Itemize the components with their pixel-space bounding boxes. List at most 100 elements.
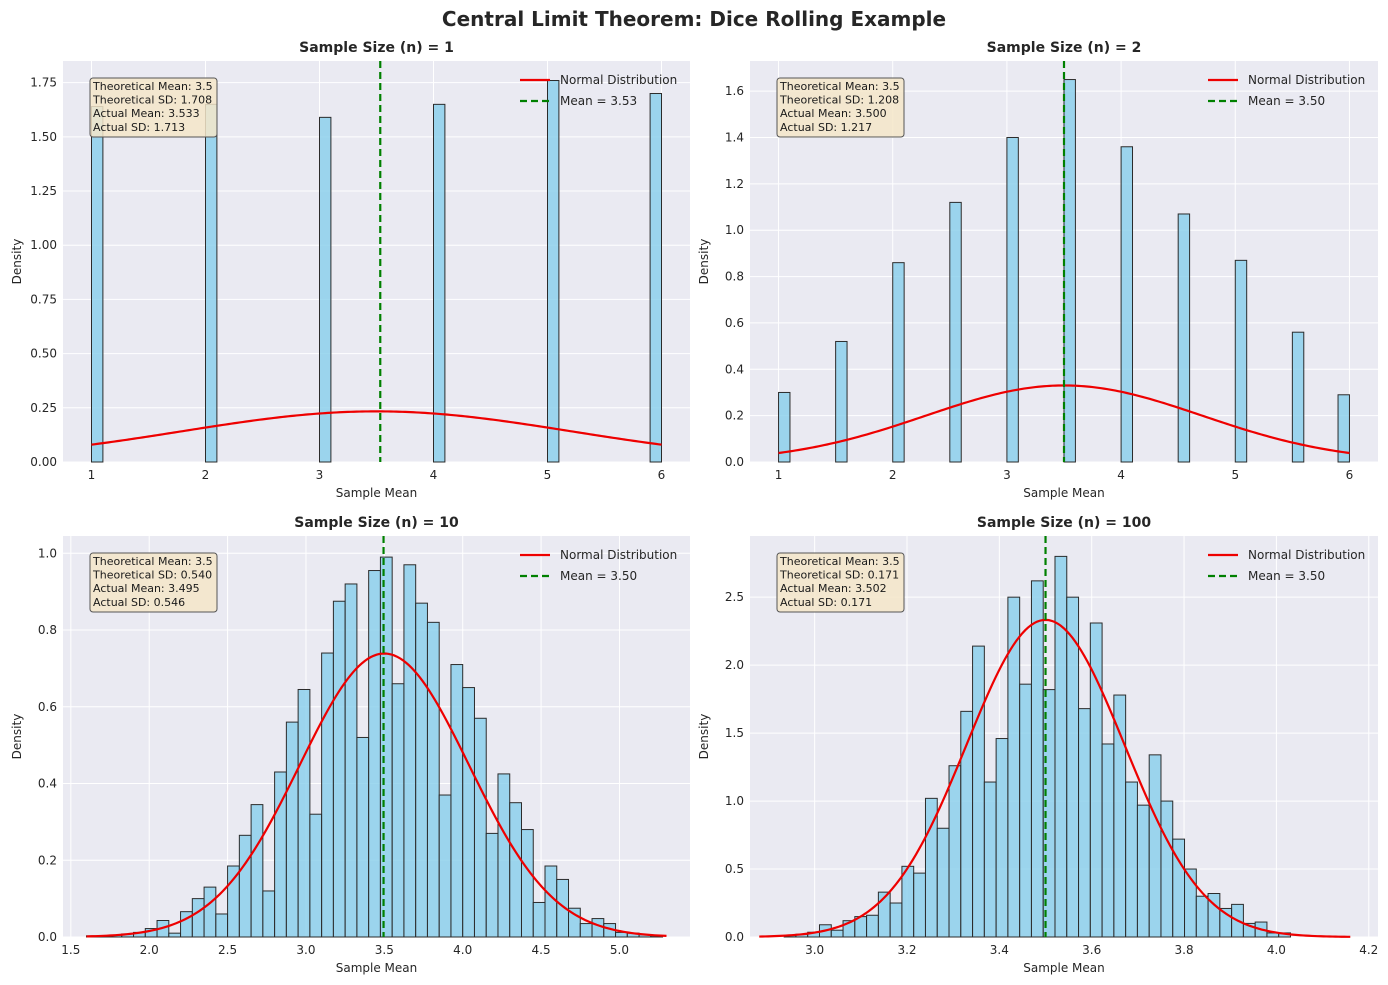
legend-normal-label: Normal Distribution	[1248, 548, 1365, 562]
y-tick-label: 1.50	[30, 130, 57, 144]
histogram-bar	[379, 556, 393, 938]
x-tick-label: 3.0	[296, 943, 315, 957]
y-tick-label: 1.0	[725, 223, 744, 237]
x-axis-label: Sample Mean	[336, 486, 418, 500]
y-tick-label: 1.2	[725, 177, 744, 191]
stats-line: Theoretical SD: 0.540	[92, 569, 212, 582]
x-tick-label: 4	[1117, 468, 1125, 482]
subplot-title: Sample Size (n) = 2	[987, 40, 1142, 56]
normal-curve	[86, 652, 667, 938]
y-tick-label: 1.0	[725, 794, 744, 808]
x-axis-label: Sample Mean	[336, 961, 418, 975]
histogram-bar	[889, 902, 903, 938]
histogram-bar	[778, 391, 791, 463]
stats-line: Theoretical Mean: 3.5	[779, 555, 900, 568]
y-tick-label: 1.6	[725, 84, 744, 98]
stats-line: Actual SD: 1.217	[780, 121, 872, 134]
histogram-bar	[250, 804, 264, 938]
histogram-bar	[1337, 394, 1350, 463]
histogram-bar	[168, 932, 182, 938]
x-axis-label: Sample Mean	[1023, 961, 1105, 975]
legend-normal-label: Normal Distribution	[560, 73, 677, 87]
histogram-bar	[433, 103, 446, 463]
x-tick-label: 3.8	[1175, 943, 1194, 957]
legend-mean-label: Mean = 3.53	[560, 94, 637, 108]
histogram-bar	[262, 890, 276, 938]
y-axis-label: Density	[10, 239, 24, 285]
histogram-bar	[1054, 555, 1068, 938]
stats-line: Actual SD: 0.546	[93, 596, 185, 609]
x-tick-label: 4	[430, 468, 438, 482]
y-tick-label: 1.5	[725, 726, 744, 740]
histogram-bar	[238, 834, 252, 938]
normal-curve	[759, 618, 1351, 938]
histogram-bar	[191, 898, 205, 938]
x-tick-label: 6	[1346, 468, 1354, 482]
histogram-bar	[497, 773, 511, 938]
y-tick-label: 1.75	[30, 76, 57, 90]
y-tick-label: 0.75	[30, 292, 57, 306]
histogram-bar	[285, 721, 299, 938]
histogram-bar	[426, 621, 440, 938]
stats-line: Actual Mean: 3.500	[780, 107, 887, 120]
subplot-title: Sample Size (n) = 10	[294, 515, 459, 531]
y-tick-label: 1.0	[38, 546, 57, 560]
histogram-bar	[835, 340, 848, 463]
y-tick-label: 0.2	[725, 409, 744, 423]
histogram-bar	[1078, 708, 1091, 938]
histogram-bar	[520, 829, 534, 938]
x-tick-label: 2.0	[140, 943, 159, 957]
histogram-bar	[1019, 683, 1032, 938]
y-tick-label: 0.2	[38, 853, 57, 867]
histogram-bar	[547, 80, 560, 463]
y-tick-label: 0.50	[30, 347, 57, 361]
x-axis-label: Sample Mean	[1023, 486, 1105, 500]
stats-line: Theoretical SD: 0.171	[779, 569, 899, 582]
histogram-bar	[544, 865, 558, 938]
stats-line: Actual SD: 0.171	[780, 596, 872, 609]
histogram-bar	[972, 645, 985, 938]
histogram-bar	[391, 683, 405, 938]
histogram-bar	[203, 886, 217, 938]
histogram-bar	[1030, 580, 1044, 938]
histogram-bar	[949, 201, 962, 463]
histogram-bar	[1101, 743, 1115, 938]
y-tick-label: 2.0	[725, 658, 744, 672]
histogram-bar	[591, 918, 605, 938]
y-tick-label: 0.0	[38, 930, 57, 944]
histogram-bar	[892, 262, 905, 463]
subplot-title: Sample Size (n) = 1	[299, 40, 454, 56]
histogram-bar	[1006, 136, 1019, 463]
x-tick-label: 6	[658, 468, 666, 482]
stats-box	[776, 77, 905, 138]
x-tick-label: 2	[202, 468, 210, 482]
legend-mean-label: Mean = 3.50	[1248, 94, 1325, 108]
histogram-bar	[473, 717, 487, 938]
histogram-bar	[1234, 259, 1248, 463]
y-tick-label: 0.4	[725, 362, 744, 376]
histogram-bar	[830, 929, 844, 938]
subplot-n1: 1 2 3 4 5 6 0.00 0.25 0.50 0.75 1.00 1.25 1.50 1.75 Sa…	[10, 40, 690, 500]
figure-title: Central Limit Theorem: Dice Rolling Exam…	[442, 7, 946, 31]
x-tick-label: 5.0	[610, 943, 629, 957]
stats-line: Actual Mean: 3.495	[93, 582, 200, 595]
histogram-bar	[948, 765, 962, 938]
histogram-bar	[215, 913, 229, 938]
stats-line: Actual SD: 1.713	[93, 121, 185, 134]
histogram-bar	[450, 664, 464, 938]
x-tick-label: 3.2	[897, 943, 916, 957]
legend-mean-label: Mean = 3.50	[560, 569, 637, 583]
x-tick-label: 1.5	[61, 943, 80, 957]
histogram-bar	[649, 93, 662, 463]
stats-line: Actual Mean: 3.502	[780, 582, 887, 595]
histogram-bar	[91, 106, 104, 463]
x-tick-label: 4.2	[1359, 943, 1378, 957]
histogram-bar	[1125, 781, 1138, 938]
y-tick-label: 2.5	[725, 590, 744, 604]
histogram-bar	[368, 570, 381, 938]
stats-box	[89, 77, 218, 138]
histogram-bar	[995, 738, 1009, 938]
y-tick-label: 0.00	[30, 455, 57, 469]
subplot-n100: 3.0 3.2 3.4 3.6 3.8 4.0 4.2 0.0 0.5 1.0 1.5 2.0 2.5 S…	[697, 515, 1378, 975]
